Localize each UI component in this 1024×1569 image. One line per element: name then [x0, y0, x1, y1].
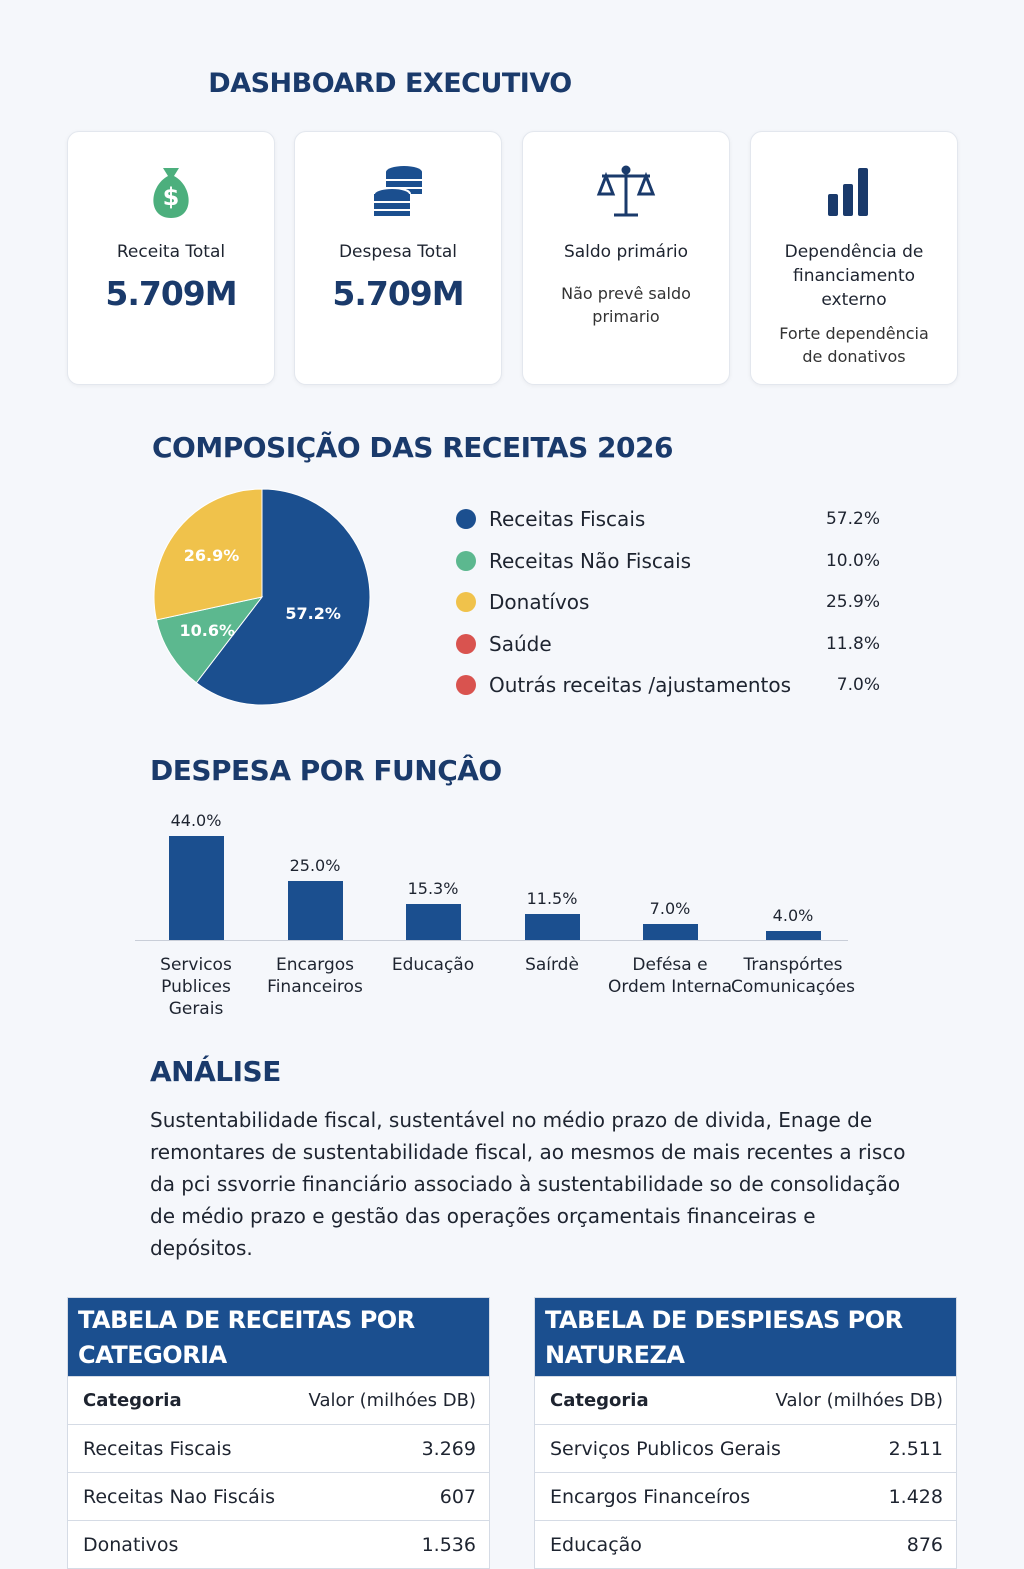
data-table: TABELA DE DESPIESAS POR NATUREZA Categori…: [534, 1297, 957, 1569]
bar-value: 15.3%: [407, 879, 459, 899]
table-cell: Encargos Financeíros: [550, 1485, 751, 1508]
table-cell: Receitas Nao Fiscáis: [83, 1485, 275, 1508]
x-tick-label: Educação: [391, 955, 475, 975]
table-title: TABELA DE DESPIESAS POR NATUREZA: [535, 1298, 956, 1376]
legend-item: Receitas Não Fiscais 10.0%: [456, 546, 880, 576]
legend-value: 11.8%: [825, 633, 880, 654]
icon-money: $: [153, 168, 189, 218]
bar: [168, 836, 224, 941]
icon-coins: [373, 166, 422, 216]
legend-item: Receitas Fiscais 57.2%: [456, 504, 880, 534]
table-cell: 876: [906, 1533, 943, 1556]
table-header-row: Categoria Valor (milhóes DB): [68, 1376, 489, 1424]
x-tick-label: Encargos Financeiros: [267, 955, 363, 997]
page-title: DASHBOARD EXECUTIVO: [208, 68, 572, 99]
card-value: 5.709M: [105, 274, 237, 313]
table-cell: Receitas Fiscais: [83, 1437, 232, 1460]
pie-slice: [155, 596, 264, 684]
legend-label: Outrás receitas /ajustamentos: [489, 673, 792, 697]
table-row: Receitas Fiscais 3.269: [68, 1424, 489, 1472]
table-header-cell: Valor (milhóes DB): [775, 1390, 943, 1411]
legend-label: Saúde: [489, 631, 552, 656]
pie-slice: [195, 488, 371, 706]
baseline: [135, 940, 848, 941]
legend-value: 7.0%: [836, 675, 880, 695]
legend-value: 25.9%: [825, 592, 880, 612]
legend-item: Donatívos 25.9%: [456, 587, 880, 617]
table-header-cell: Categoria: [83, 1390, 182, 1411]
table-row: Serviços Publicos Gerais 2.511: [535, 1424, 956, 1472]
section-title: DESPESA POR FUNÇÂO: [150, 754, 502, 787]
slice-label: 10.6%: [180, 621, 236, 640]
slice-label: 57.2%: [285, 604, 341, 623]
card-label: Receita Total: [116, 242, 226, 262]
bar-value: 4.0%: [772, 906, 814, 926]
kpi-card: Dependência de financiamento externo For…: [750, 131, 958, 385]
legend-swatch: [456, 509, 476, 529]
card-label: Dependência de financiamento externo: [784, 242, 924, 310]
icon-bars: [828, 168, 868, 216]
page: {"header": {"title": "DASHBOARD EXECUTIV…: [67, 68, 958, 1569]
legend-label: Receitas Fiscais: [489, 507, 646, 531]
kpi-card: Saldo primário Não prevê saldo primario: [522, 131, 730, 385]
table-row: Receitas Nao Fiscáis 607: [68, 1472, 489, 1520]
table-header-cell: Categoria: [550, 1390, 649, 1411]
legend-item: Saúde 11.8%: [456, 629, 880, 659]
x-tick-label: Servicos Publices Gerais: [160, 955, 232, 1019]
card-value: 5.709M: [332, 274, 464, 313]
card-note: Não prevê saldo primario: [561, 284, 691, 326]
table-cell: 1.428: [888, 1485, 943, 1508]
table-cell: 2.511: [888, 1437, 943, 1460]
legend-value: 57.2%: [825, 509, 880, 529]
data-table: TABELA DE RECEITAS POR CATEGORIA Categori…: [67, 1297, 490, 1569]
table-cell: 607: [439, 1485, 476, 1508]
table-cell: Donativos: [83, 1533, 179, 1556]
pie-chart: 57.2% 10.6% 26.9%: [153, 488, 371, 706]
bar: [642, 924, 698, 941]
card-label: Saldo primário: [563, 242, 689, 262]
table-cell: Serviços Publicos Gerais: [550, 1437, 781, 1460]
bar-value: 7.0%: [649, 899, 691, 919]
table-title: TABELA DE RECEITAS POR CATEGORIA: [68, 1298, 489, 1376]
pie-slice: [153, 488, 263, 621]
legend-swatch: [456, 633, 476, 654]
svg-text:$: $: [163, 183, 180, 211]
bar-value: 25.0%: [289, 856, 341, 876]
table-cell: Educação: [550, 1533, 642, 1556]
x-tick-label: Defésa e Ordem Interna: [607, 955, 733, 997]
table-cell: 1.536: [421, 1533, 476, 1556]
bar: [524, 913, 580, 941]
legend-label: Receitas Não Fiscais: [489, 548, 692, 573]
slice-label: 26.9%: [184, 546, 240, 565]
table-row: Encargos Financeíros 1.428: [535, 1472, 956, 1520]
bar: [765, 931, 821, 941]
legend-swatch: [456, 550, 476, 571]
card-label: Despesa Total: [338, 242, 458, 262]
x-tick-label: Transpórtes Comunicaçóes: [731, 955, 855, 997]
table-header-cell: Valor (milhóes DB): [308, 1390, 476, 1411]
section-title: COMPOSIÇÃO DAS RECEITAS 2026: [152, 431, 673, 464]
kpi-card: $ Receita Total 5.709M: [67, 131, 275, 385]
card-note: Forte dependência de donativos: [779, 324, 929, 366]
table-row: Donativos 1.536: [68, 1520, 489, 1568]
legend-label: Donatívos: [489, 590, 590, 614]
bar-value: 11.5%: [526, 888, 578, 908]
bar-value: 44.0%: [170, 811, 222, 830]
legend-swatch: [456, 675, 476, 695]
section-title: ANÁLISE: [150, 1055, 281, 1088]
kpi-card: Despesa Total 5.709M: [294, 131, 502, 385]
table-cell: 3.269: [421, 1437, 476, 1460]
legend-swatch: [456, 592, 476, 612]
bar: [405, 904, 461, 941]
table-header-row: Categoria Valor (milhóes DB): [535, 1376, 956, 1424]
bar: [287, 881, 343, 941]
table-row: Educação 876: [535, 1520, 956, 1568]
x-tick-label: Saírdè: [525, 955, 579, 975]
icon-scale: [596, 165, 656, 217]
legend-item: Outrás receitas /ajustamentos 7.0%: [456, 670, 880, 700]
analysis-text: Sustentabilidade fiscal, sustentável no …: [150, 1108, 906, 1260]
legend-value: 10.0%: [825, 550, 880, 571]
